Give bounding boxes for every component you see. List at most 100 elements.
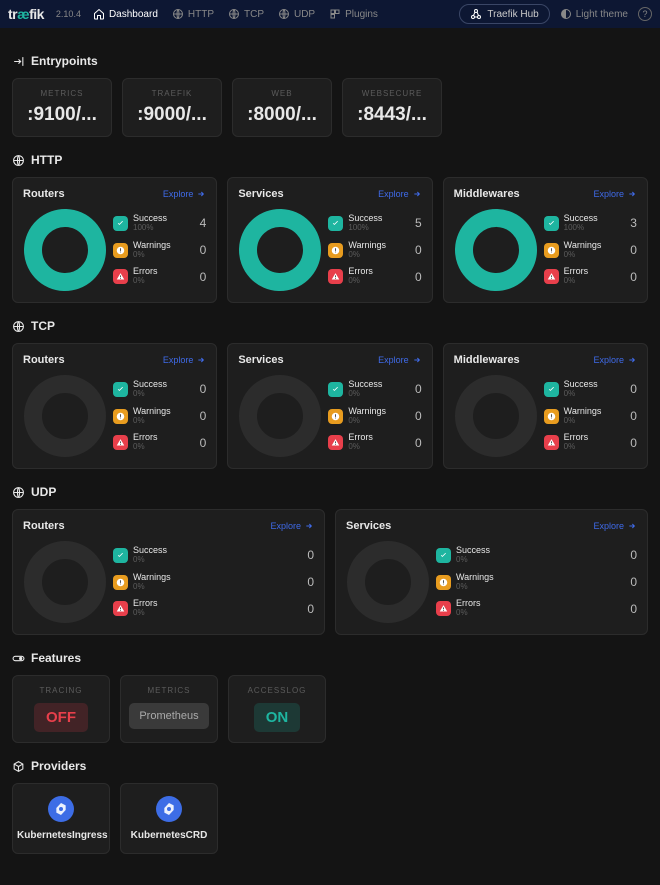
legend-pct: 0% [456,609,625,618]
legend-count: 0 [307,548,314,562]
feature-name: ACCESSLOG [237,686,317,695]
nav-http[interactable]: HTTP [172,8,214,20]
help-button[interactable]: ? [638,7,652,21]
globe-icon [12,154,25,167]
nav-plugins[interactable]: Plugins [329,8,378,20]
legend-pct: 0% [133,390,195,399]
success-icon [544,382,559,397]
legend-label: Warnings [456,573,625,583]
explore-link[interactable]: Explore [593,189,637,199]
section-http-title: HTTP [12,153,648,167]
success-icon [436,548,451,563]
warnings-icon [113,243,128,258]
warnings-icon [113,409,128,424]
success-icon [328,382,343,397]
nav-label: HTTP [188,9,214,20]
tcp-cards-row: Routers Explore Success 0% 0 Warnings 0%… [12,343,648,469]
legend-pct: 0% [564,443,626,452]
stat-card-services: Services Explore Success 100% 5 Warnings… [227,177,432,303]
provider-card[interactable]: KubernetesCRD [120,783,218,854]
stat-card-services: Services Explore Success 0% 0 Warnings 0… [335,509,648,635]
theme-toggle[interactable]: Light theme [560,8,628,20]
section-providers-title: Providers [12,759,648,773]
legend-count: 0 [630,548,637,562]
donut-chart [454,208,538,292]
entrypoint-card[interactable]: TRAEFIK :9000/... [122,78,222,137]
udp-cards-row: Routers Explore Success 0% 0 Warnings 0%… [12,509,648,635]
legend-pct: 0% [348,251,410,260]
legend-pct: 0% [133,583,302,592]
entrypoint-card[interactable]: METRICS :9100/... [12,78,112,137]
stat-title: Services [238,354,283,366]
stat-title: Routers [23,188,65,200]
legend-count: 0 [200,382,207,396]
home-icon [93,8,105,20]
explore-link[interactable]: Explore [378,189,422,199]
legend-row-errors: Errors 0% 0 [328,267,421,286]
nav-dashboard[interactable]: Dashboard [93,8,158,20]
legend-row-errors: Errors 0% 0 [544,433,637,452]
legend-count: 4 [200,216,207,230]
warnings-icon [328,243,343,258]
legend-row-errors: Errors 0% 0 [113,599,314,618]
errors-icon [544,435,559,450]
explore-link[interactable]: Explore [163,189,207,199]
feature-status-badge: ON [254,703,301,732]
explore-link[interactable]: Explore [593,521,637,531]
nav-tcp[interactable]: TCP [228,8,264,20]
legend-count: 0 [630,575,637,589]
legend-pct: 0% [564,390,626,399]
stat-card-middlewares: Middlewares Explore Success 0% 0 Warning… [443,343,648,469]
globe-icon [278,8,290,20]
legend-label: Errors [133,599,302,609]
section-features-title: Features [12,651,648,665]
explore-link[interactable]: Explore [378,355,422,365]
legend-count: 0 [630,243,637,257]
feature-status-badge: OFF [34,703,88,732]
entrypoint-port: :8443/... [351,104,433,126]
legend-count: 0 [200,409,207,423]
legend-label: Warnings [133,573,302,583]
legend-row-warnings: Warnings 0% 0 [328,241,421,260]
legend-row-warnings: Warnings 0% 0 [436,573,637,592]
warnings-icon [544,409,559,424]
warnings-icon [328,409,343,424]
legend-pct: 0% [348,417,410,426]
legend-count: 0 [200,436,207,450]
nav-label: UDP [294,9,315,20]
legend-count: 0 [415,382,422,396]
entrypoint-card[interactable]: WEB :8000/... [232,78,332,137]
legend-row-success: Success 100% 4 [113,214,206,233]
legend-pct: 0% [133,609,302,618]
legend-count: 0 [307,575,314,589]
nav-label: TCP [244,9,264,20]
entrypoint-card[interactable]: WEBSECURE :8443/... [342,78,442,137]
header-right: Traefik Hub Light theme ? [459,4,652,24]
explore-link[interactable]: Explore [593,355,637,365]
kubernetes-icon [156,796,182,822]
legend-label: Success [456,546,625,556]
globe-icon [228,8,240,20]
success-icon [113,548,128,563]
explore-link[interactable]: Explore [163,355,207,365]
feature-name: METRICS [129,686,209,695]
donut-chart [23,374,107,458]
stat-card-routers: Routers Explore Success 0% 0 Warnings 0%… [12,343,217,469]
errors-icon [113,601,128,616]
kubernetes-icon [48,796,74,822]
legend-row-warnings: Warnings 0% 0 [544,241,637,260]
legend-pct: 100% [564,224,626,233]
legend-count: 0 [630,602,637,616]
http-cards-row: Routers Explore Success 100% 4 Warnings … [12,177,648,303]
feature-name: TRACING [21,686,101,695]
provider-card[interactable]: KubernetesIngress [12,783,110,854]
feature-status-badge: Prometheus [129,703,208,729]
stat-card-routers: Routers Explore Success 0% 0 Warnings 0%… [12,509,325,635]
legend-count: 0 [630,436,637,450]
nav-udp[interactable]: UDP [278,8,315,20]
donut-chart [23,540,107,624]
explore-link[interactable]: Explore [270,521,314,531]
entrypoint-port: :9000/... [131,104,213,126]
traefik-hub-button[interactable]: Traefik Hub [459,4,549,24]
legend-count: 0 [630,382,637,396]
